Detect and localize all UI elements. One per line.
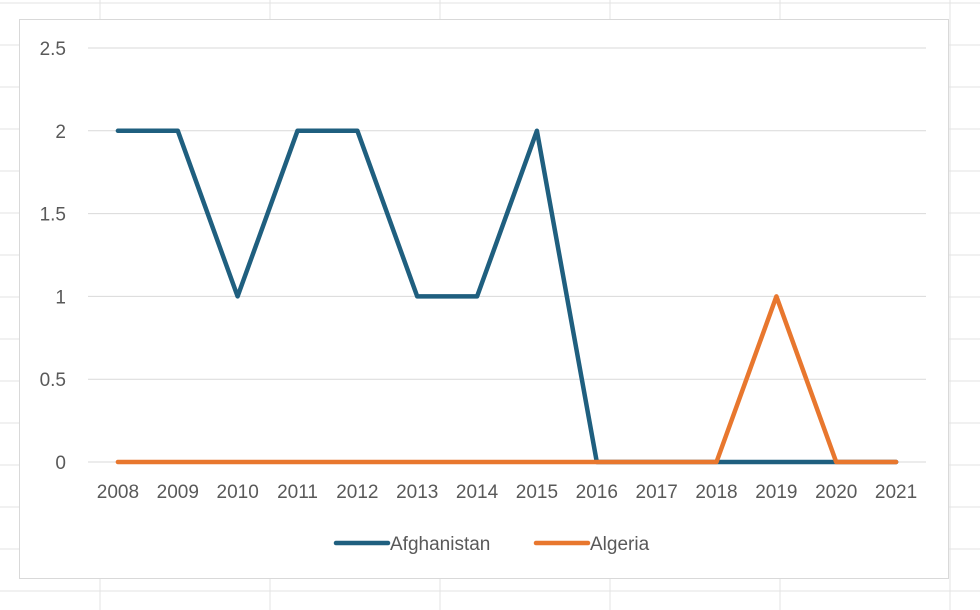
y-tick-label: 2 (55, 122, 66, 143)
x-axis-tick-labels: 2008 2009 2010 2011 2012 2013 2014 2015 2016 2017… (97, 482, 917, 503)
x-tick-label: 2015 (516, 482, 558, 503)
x-tick-label: 2008 (97, 482, 139, 503)
series-lines (115, 128, 899, 465)
x-tick-label: 2017 (636, 482, 678, 503)
x-tick-label: 2009 (157, 482, 199, 503)
x-tick-label: 2021 (875, 482, 917, 503)
x-tick-label: 2013 (396, 482, 438, 503)
x-tick-label: 2012 (336, 482, 378, 503)
x-tick-label: 2016 (576, 482, 618, 503)
legend-label-afghanistan: Afghanistan (390, 534, 490, 555)
series-line-algeria (115, 294, 899, 465)
x-tick-label: 2011 (277, 482, 318, 503)
x-tick-label: 2014 (456, 482, 499, 503)
x-tick-label: 2020 (815, 482, 857, 503)
y-tick-label: 0 (55, 453, 66, 474)
x-tick-label: 2018 (695, 482, 737, 503)
chart-area[interactable]: 0 0.5 1 1.5 2 2.5 2008 2009 2010 2011 2012 2013 201… (19, 19, 949, 579)
line-chart: 0 0.5 1 1.5 2 2.5 2008 2009 2010 2011 2012 2013 201… (40, 39, 926, 555)
y-tick-label: 0.5 (40, 370, 66, 391)
legend: Afghanistan Algeria (333, 534, 650, 555)
series-line-afghanistan (115, 128, 899, 465)
y-tick-label: 1 (55, 287, 66, 308)
x-tick-label: 2010 (217, 482, 259, 503)
y-tick-label: 2.5 (40, 39, 66, 60)
y-axis-tick-labels: 0 0.5 1 1.5 2 2.5 (40, 39, 66, 474)
y-tick-label: 1.5 (40, 205, 66, 226)
x-tick-label: 2019 (755, 482, 797, 503)
horizontal-gridlines (88, 47, 926, 463)
legend-label-algeria: Algeria (590, 534, 650, 555)
